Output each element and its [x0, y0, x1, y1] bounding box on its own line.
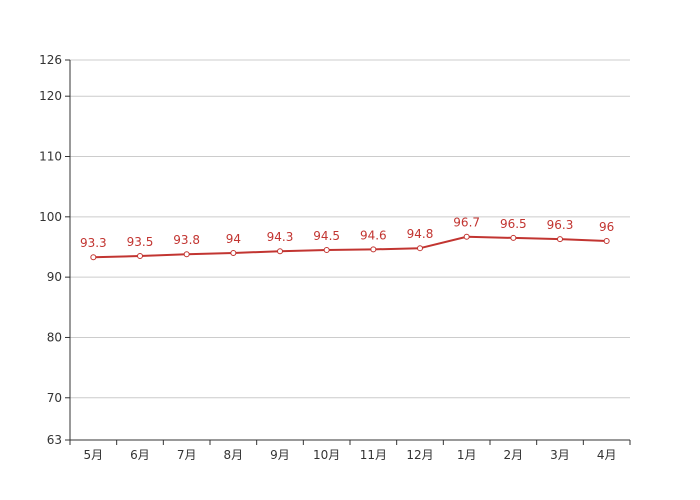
x-tick-label: 5月 [84, 448, 104, 462]
x-tick-label: 4月 [597, 448, 617, 462]
data-label: 93.5 [127, 235, 154, 249]
x-tick-label: 2月 [504, 448, 524, 462]
data-label: 96 [599, 220, 614, 234]
grid-lines [70, 59, 630, 399]
x-axis-ticks: 5月 6月 7月 8月 9月 10月 11月 12月 1月 2月 3月 4月 [69, 440, 631, 462]
x-tick-label: 7月 [177, 448, 197, 462]
data-label: 96.5 [500, 217, 527, 231]
data-point [230, 250, 237, 257]
y-tick-label: 90 [47, 270, 62, 284]
series-line-group [93, 235, 607, 259]
x-tick-label: 6月 [130, 448, 150, 462]
y-tick-label: 80 [47, 330, 62, 344]
y-tick-label: 120 [39, 89, 62, 103]
data-point [137, 253, 143, 260]
x-tick-label: 3月 [550, 448, 570, 462]
data-label: 93.8 [173, 233, 200, 247]
y-tick-label: 126 [39, 53, 62, 67]
data-point [463, 233, 470, 240]
x-tick-label: 12月 [406, 448, 433, 462]
data-point [277, 248, 283, 255]
x-tick-label: 1月 [457, 448, 477, 462]
data-point [510, 234, 517, 241]
data-label: 94.5 [313, 229, 340, 243]
data-labels: 93.3 93.5 93.8 94 94.3 94.5 94.6 94.8 96.7 96.5 96… [80, 216, 614, 251]
y-tick-label: 70 [47, 391, 62, 405]
data-points [90, 233, 610, 261]
data-label: 96.3 [547, 218, 574, 232]
data-point [417, 245, 423, 252]
data-point [603, 237, 610, 244]
y-tick-label: 100 [39, 210, 62, 224]
data-point [557, 236, 563, 243]
x-tick-label: 9月 [270, 448, 290, 462]
data-label: 94.6 [360, 228, 387, 242]
data-label: 94 [226, 232, 241, 246]
data-label: 94.3 [267, 230, 294, 244]
y-axis-ticks: 63 70 80 90 100 110 120 126 [39, 53, 70, 447]
data-label: 93.3 [80, 236, 107, 250]
series-line [93, 235, 607, 259]
data-label: 94.8 [407, 227, 434, 241]
x-tick-label: 8月 [224, 448, 244, 462]
x-tick-label: 11月 [360, 448, 387, 462]
data-label: 96.7 [453, 216, 480, 230]
data-point [323, 247, 330, 253]
x-tick-label: 10月 [313, 448, 340, 462]
y-tick-label: 110 [39, 150, 62, 164]
y-tick-label: 63 [47, 433, 62, 447]
data-point [370, 246, 377, 253]
data-point [183, 251, 190, 258]
data-point [90, 254, 97, 261]
